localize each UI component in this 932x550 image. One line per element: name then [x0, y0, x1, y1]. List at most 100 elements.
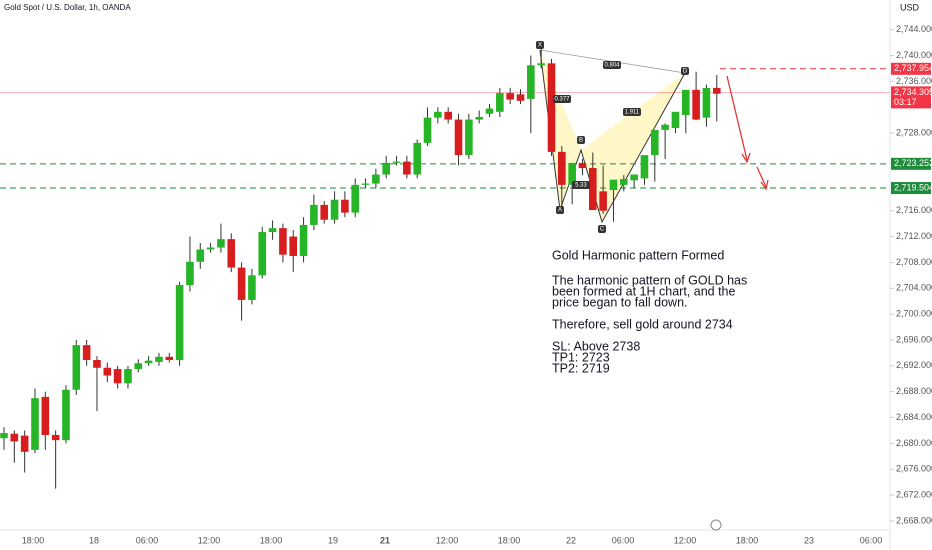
annotation-line: Gold Harmonic pattern Formed — [552, 248, 724, 262]
pattern-point-label: B — [579, 138, 583, 144]
arrow-head — [741, 152, 751, 164]
candle-body — [310, 204, 318, 225]
candle-body — [227, 239, 236, 268]
candle-body — [650, 129, 659, 156]
x-tick-label: 21 — [380, 535, 390, 545]
chart-title: Gold Spot / U.S. Dollar, 1h, OANDA — [4, 3, 131, 12]
candle-body — [31, 398, 39, 450]
candle-body — [454, 119, 463, 156]
level-label-box — [891, 62, 931, 75]
x-tick-label: 18:00 — [22, 535, 45, 545]
candle-body — [144, 360, 153, 364]
candle-body — [661, 124, 669, 130]
candle-body — [434, 111, 442, 118]
x-tick-label: 19 — [328, 535, 338, 545]
y-tick-label: 2,708.000 — [896, 257, 932, 267]
candle-body — [506, 93, 514, 100]
price-label: 2,734.305 — [894, 87, 932, 97]
candle-body — [289, 236, 298, 256]
x-tick-label: 06:00 — [860, 535, 883, 545]
annotation-line: TP1: 2723 — [552, 350, 610, 364]
candle-body — [382, 162, 391, 175]
candle-body — [372, 174, 380, 184]
candle-body — [361, 183, 370, 185]
candle-body — [403, 161, 411, 175]
level-label-box — [891, 182, 931, 195]
x-tick-label: 12:00 — [436, 535, 459, 545]
candle-body — [413, 142, 421, 175]
countdown: 03:17 — [894, 97, 917, 107]
candle-body — [175, 285, 184, 361]
y-tick-label: 2,684.000 — [896, 412, 932, 422]
level-label-box — [891, 157, 931, 170]
candle-body — [330, 199, 339, 220]
pattern-point-label: A — [558, 208, 562, 214]
icon[interactable] — [710, 519, 722, 531]
ratio-box — [553, 95, 571, 103]
y-tick-label: 2,712.000 — [896, 231, 932, 241]
candle-body — [547, 63, 556, 152]
x-tick-label: 18:00 — [498, 535, 521, 545]
candle-body — [475, 116, 483, 120]
candle-body — [186, 261, 194, 286]
candle-body — [527, 65, 535, 99]
y-tick-label: 2,728.000 — [896, 128, 932, 138]
candle-body — [465, 119, 473, 156]
replay-icon[interactable] — [710, 519, 722, 531]
currency: USD — [900, 2, 920, 12]
level-label: 2,719.504 — [894, 182, 932, 192]
y-tick-label: 2,740.000 — [896, 50, 932, 60]
arrow — [756, 166, 767, 188]
candle-body — [620, 179, 628, 185]
candle-body — [248, 275, 256, 300]
candle-body — [692, 89, 700, 120]
candle-body — [20, 435, 29, 452]
y-tick-label: 2,744.000 — [896, 24, 932, 34]
candle-body — [124, 369, 132, 384]
pattern-fill — [581, 73, 685, 222]
candle-body — [51, 434, 60, 441]
pattern-point-box — [536, 41, 544, 49]
candle-body — [537, 63, 545, 66]
pattern-point-box — [681, 67, 689, 75]
annotation-line: SL: Above 2738 — [552, 339, 640, 353]
candle-body — [206, 247, 215, 250]
ratio-label: 0.377 — [554, 97, 570, 103]
candle-body — [578, 162, 587, 169]
x-tick-label: 18:00 — [736, 535, 759, 545]
ratio-box — [603, 61, 621, 69]
ratio-label: 1.911 — [625, 110, 640, 116]
candle-body — [279, 228, 287, 255]
y-tick-label: 2,696.000 — [896, 334, 932, 344]
annotation-line: TP2: 2719 — [552, 361, 610, 375]
candle-body — [10, 433, 19, 442]
x-tick-label: 12:00 — [198, 535, 221, 545]
x-tick-label: 18 — [89, 535, 99, 545]
level-label: 2,737.954 — [894, 63, 932, 73]
candle-body — [103, 367, 112, 376]
pattern-line — [539, 49, 686, 224]
candle-body — [217, 239, 225, 248]
forecast-arrows — [726, 75, 769, 191]
pattern-point-box — [556, 206, 564, 214]
pattern-point-box — [598, 225, 606, 233]
arrow — [726, 75, 748, 161]
candle-body — [165, 356, 174, 361]
candle-body — [72, 345, 81, 390]
candle-body — [351, 184, 360, 213]
candle-body — [516, 94, 525, 101]
x-tick-label: 18:00 — [260, 535, 283, 545]
y-tick-label: 2,692.000 — [896, 360, 932, 370]
pattern-point-label: D — [683, 69, 688, 75]
candle-body — [41, 396, 50, 435]
candle-body — [640, 155, 649, 179]
level-label: 2,723.252 — [894, 158, 932, 168]
y-tick-label: 2,668.000 — [896, 515, 932, 525]
ratio-label: 0.804 — [604, 63, 620, 69]
candle-body — [630, 174, 638, 181]
candle-body — [341, 199, 349, 213]
candle-body — [568, 162, 576, 185]
annotation-line: been formed at 1H chart, and the — [552, 284, 735, 298]
